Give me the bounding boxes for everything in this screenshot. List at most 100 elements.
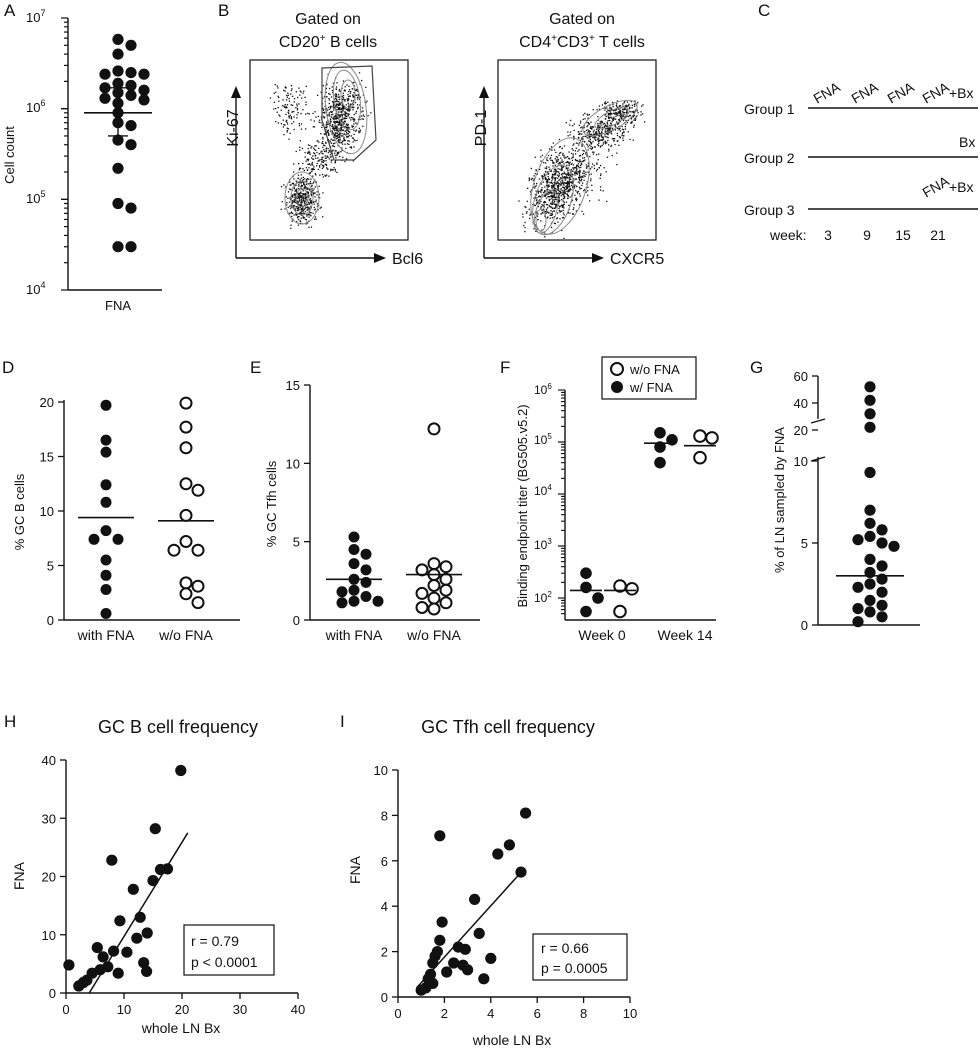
b2-event-dot [628, 115, 631, 117]
b2-event-dot [623, 108, 626, 111]
b2-event-dot [626, 108, 628, 111]
b1-event-dot [281, 104, 284, 107]
b1-event-dot [297, 218, 300, 221]
b2-event-dot [539, 202, 541, 204]
b2-event-dot [573, 138, 575, 140]
b2-event-dot [547, 191, 549, 194]
b2-event-dot [595, 170, 598, 172]
b1-event-dot [358, 95, 360, 97]
b1-event-dot [307, 159, 309, 162]
panel-label-g: G [750, 358, 763, 377]
b1-event-dot [322, 146, 324, 149]
b1-event-dot [326, 123, 329, 125]
a-data-point [112, 197, 124, 210]
b2-event-dot [582, 138, 584, 140]
b1-event-dot [293, 214, 295, 216]
b1-event-dot [338, 151, 340, 153]
b1-event-dot [352, 137, 354, 139]
a-data-point [138, 68, 150, 80]
b1-event-dot [338, 101, 340, 103]
b1-event-dot [331, 130, 333, 132]
b2-event-dot [580, 187, 582, 190]
b1-event-dot [324, 163, 326, 165]
g-points [836, 381, 904, 628]
b2-event-dot [611, 124, 613, 126]
b1-event-dot [328, 99, 331, 101]
b2-event-dot [540, 160, 542, 162]
b1-event-dot [336, 106, 339, 108]
b2-event-dot [558, 179, 560, 181]
b2-event-dot [611, 133, 613, 135]
d-data-point [191, 579, 205, 593]
b2-event-dot [598, 145, 600, 147]
b2-event-dot [598, 142, 600, 145]
b1-event-dot [348, 109, 350, 112]
b2-event-dot [624, 107, 626, 109]
e-data-point [427, 557, 441, 571]
b1-gate [321, 65, 377, 161]
d-data-point [100, 525, 112, 537]
h-data-point [91, 942, 103, 954]
a-data-point [138, 94, 150, 106]
b2-event-dot [623, 116, 625, 118]
b1-event-dot [335, 114, 337, 116]
b1-event-dot [351, 125, 353, 127]
b2-event-dot [631, 107, 633, 109]
b2-event-dot [616, 103, 618, 105]
b2-event-dot [533, 197, 535, 199]
b2-event-dot [621, 133, 623, 135]
b2-event-dot [589, 138, 591, 140]
b1-event-dot [320, 206, 322, 208]
h-y-tick-label: 10 [42, 928, 56, 943]
b1-event-dot [354, 140, 356, 142]
b2-event-dot [556, 182, 558, 184]
b1-event-dot [302, 216, 304, 218]
e-x-label: w/o FNA [406, 627, 461, 643]
b1-event-dot [304, 178, 306, 180]
b2-event-dot [553, 149, 556, 151]
b1-event-dot [300, 210, 303, 212]
b2-event-dot [603, 102, 606, 104]
b2-contour [582, 99, 638, 137]
b2-event-dot [588, 123, 590, 125]
b2-event-dot [604, 130, 606, 132]
b1-event-dot [306, 178, 308, 181]
b1-event-dot [301, 97, 303, 99]
b2-contours [530, 99, 638, 236]
b1-event-dot [320, 91, 322, 93]
b1-event-dot [333, 127, 335, 129]
b2-event-dot [554, 206, 557, 208]
f-legend-filled-marker [611, 381, 623, 393]
b1-event-dot [336, 126, 338, 128]
b2-event-dot [617, 114, 619, 117]
b2-event-dot [631, 111, 633, 113]
b2-event-dot [640, 111, 642, 113]
b2-event-dot [597, 144, 599, 146]
b2-event-dot [562, 154, 564, 156]
b1-event-dot [361, 118, 363, 120]
b2-event-dot [591, 128, 593, 130]
b2-event-dot [613, 118, 616, 120]
b2-event-dot [602, 143, 604, 145]
b2-event-dot [535, 203, 538, 205]
b1-event-dot [294, 193, 296, 195]
b1-event-dot [335, 95, 337, 98]
b2-event-dot [581, 154, 584, 156]
i-x-tick-label: 2 [441, 1006, 448, 1021]
b2-event-dot [602, 123, 604, 125]
b2-event-dot [551, 149, 553, 151]
b1-event-dot [326, 125, 328, 128]
b1-event-dot [290, 118, 293, 120]
b1-event-dot [296, 105, 298, 107]
b1-event-dot [353, 92, 355, 94]
b2-event-dot [570, 168, 572, 171]
b2-event-dot [552, 142, 554, 144]
b2-event-dot [536, 211, 538, 213]
e-y-label: % GC Tfh cells [264, 460, 279, 547]
h-r-value: r = 0.79 [191, 933, 239, 949]
b2-event-dot [610, 144, 613, 147]
a-tick-label: 105 [26, 189, 45, 206]
b2-event-dot [567, 173, 569, 175]
b1-event-dot [302, 195, 304, 197]
b2-event-dot [563, 163, 565, 165]
